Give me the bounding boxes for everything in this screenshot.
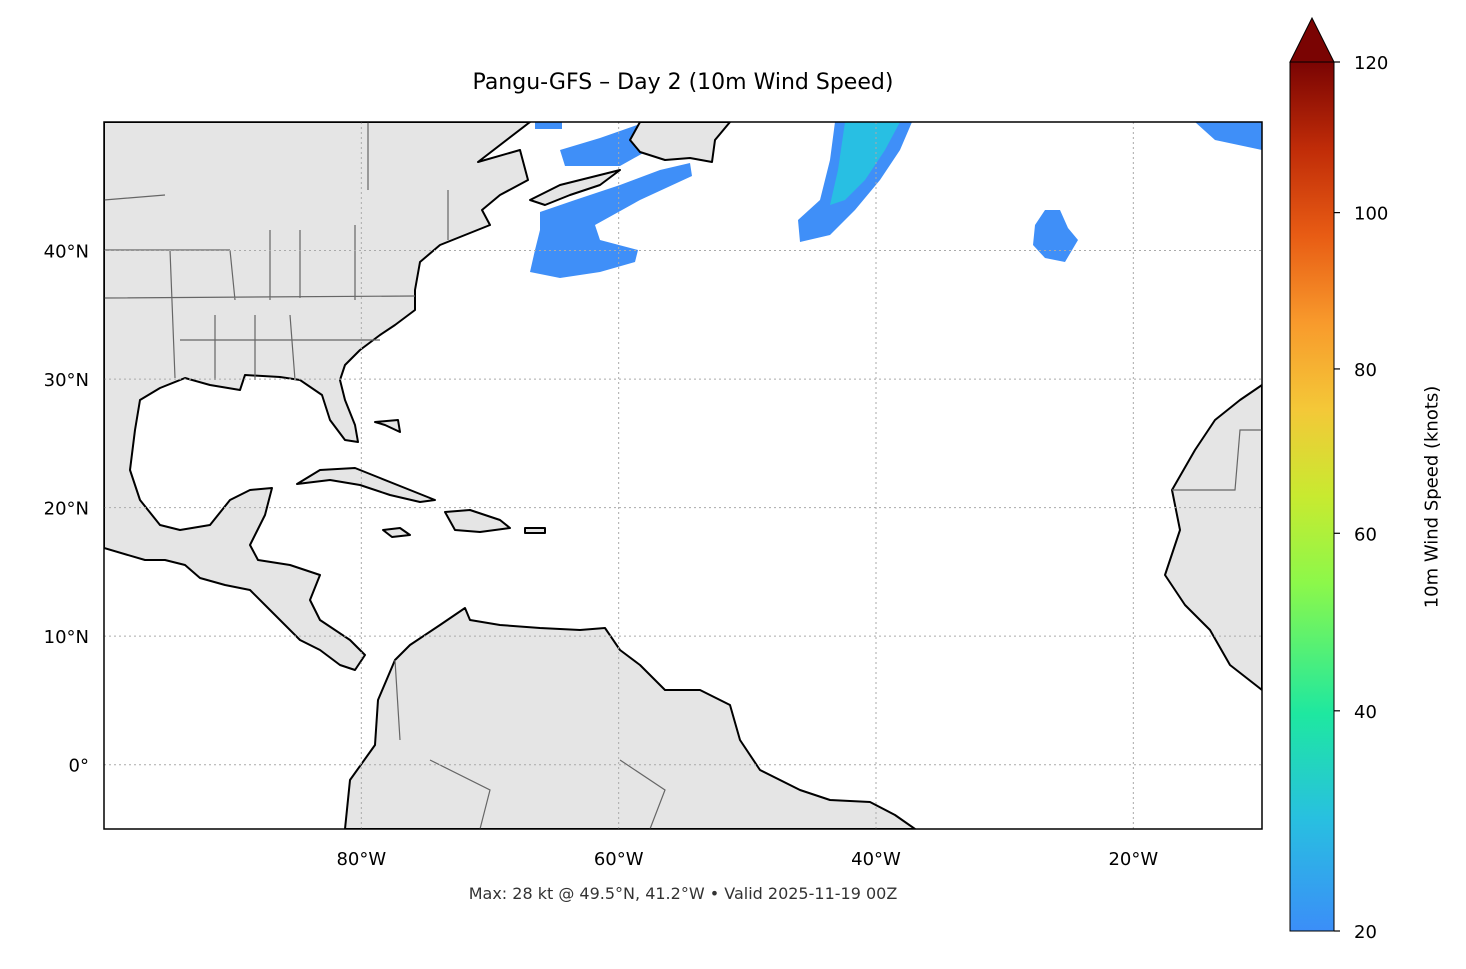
lat-tick-label: 0° (69, 756, 89, 777)
lon-tick-label: 40°W (851, 849, 901, 870)
colorbar-extend-arrow (1289, 16, 1335, 63)
wind-area-st-lawrence (560, 124, 645, 166)
land-cuba (296, 467, 436, 503)
map-area (104, 122, 1262, 829)
colorbar-ticks: 20 40 60 80 100 120 (1334, 53, 1388, 943)
lat-tick-label: 30°N (44, 370, 89, 391)
axis-ticks: 80°W 60°W 40°W 20°W 0° 10°N 20°N 30°N 40°N (44, 242, 1159, 870)
colorbar-tick-label: 60 (1354, 524, 1377, 545)
land-south-america (344, 607, 916, 829)
colorbar-gradient (1289, 61, 1335, 932)
wind-area-40w-core (830, 122, 900, 205)
map-footer: Max: 28 kt @ 49.5°N, 41.2°W • Valid 2025… (468, 884, 898, 903)
lat-tick-label: 20°N (44, 499, 89, 520)
colorbar: 20 40 60 80 100 120 (1289, 16, 1388, 943)
wind-area-strip (535, 122, 562, 129)
colorbar-tick-label: 120 (1354, 53, 1388, 74)
colorbar-label: 10m Wind Speed (knots) (1421, 385, 1443, 609)
lat-tick-label: 10°N (44, 627, 89, 648)
land-jamaica (382, 527, 411, 538)
wind-area-26w (1033, 210, 1078, 262)
lon-tick-label: 20°W (1108, 849, 1158, 870)
lat-tick-label: 40°N (44, 242, 89, 263)
land-north-america (104, 122, 531, 671)
wind-area-northeast (1195, 122, 1262, 150)
colorbar-tick-label: 20 (1354, 922, 1377, 943)
wind-area-gulf-of-maine (530, 163, 692, 278)
map-frame (103, 121, 1263, 830)
map-title: Pangu-GFS – Day 2 (10m Wind Speed) (472, 70, 894, 95)
colorbar-tick-label: 80 (1354, 360, 1377, 381)
land-nova-scotia (529, 169, 621, 206)
land-puerto-rico (524, 527, 546, 534)
borders (104, 122, 1262, 829)
land-bahamas (374, 419, 401, 433)
gridlines (104, 122, 1262, 829)
lon-tick-label: 60°W (594, 849, 644, 870)
land-newfoundland (629, 122, 731, 163)
lon-tick-label: 80°W (336, 849, 386, 870)
colorbar-tick-label: 100 (1354, 204, 1388, 225)
colorbar-tick-label: 40 (1354, 702, 1377, 723)
land-hispaniola (444, 509, 511, 533)
wind-speed-field (530, 122, 1262, 278)
